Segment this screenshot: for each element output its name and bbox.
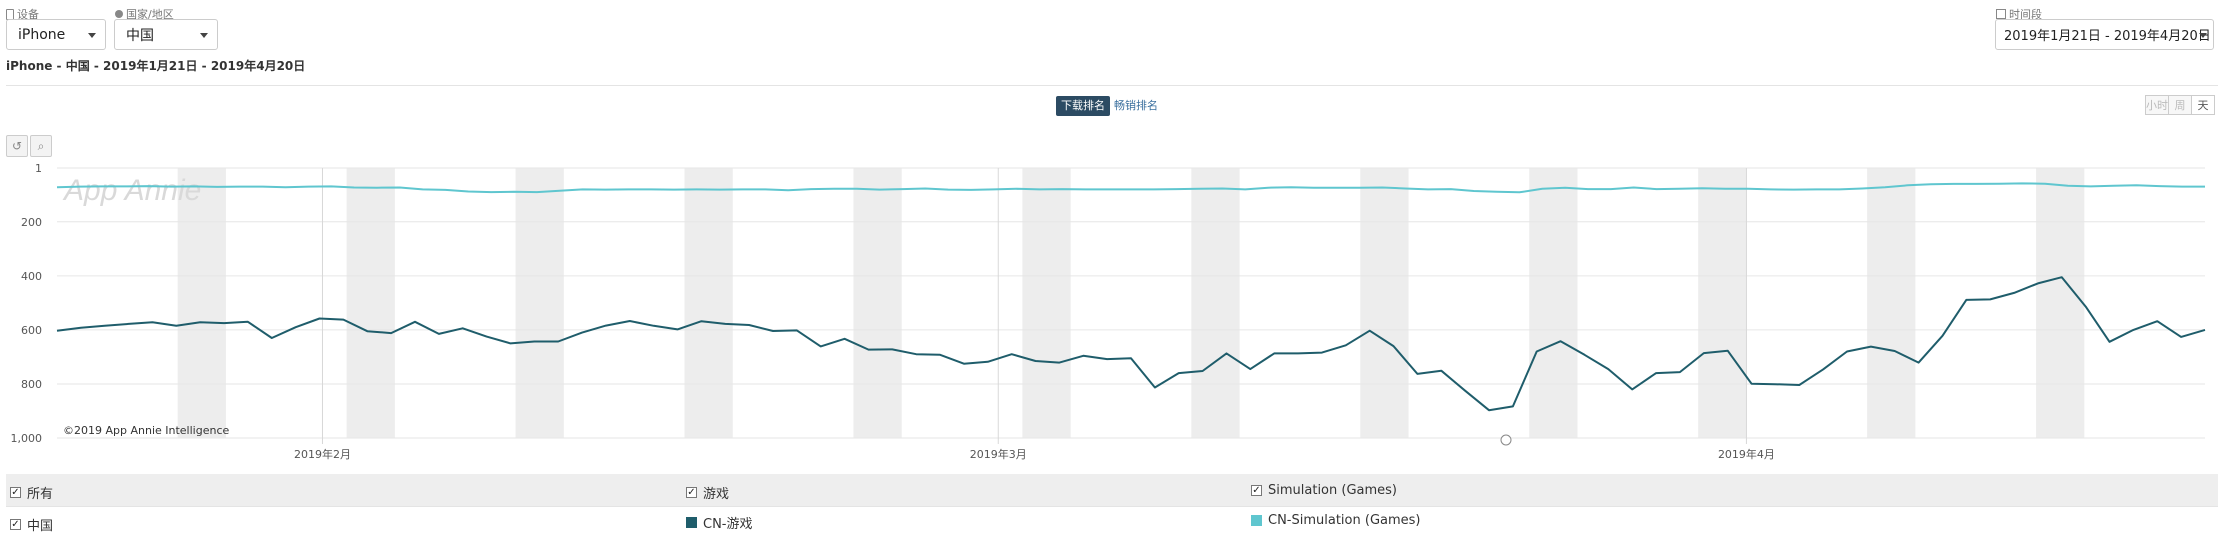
weekend-band bbox=[2036, 168, 2085, 438]
legend-games-label: 游戏 bbox=[703, 487, 730, 502]
zoom-icon: ⌕ bbox=[37, 138, 45, 153]
series-lines bbox=[56, 182, 2206, 412]
country-label-text: 国家/地区 bbox=[126, 8, 174, 21]
chevron-down-icon bbox=[88, 33, 96, 38]
calendar-icon bbox=[1996, 9, 2006, 19]
legend-all-label: 所有 bbox=[27, 487, 54, 502]
country-select[interactable]: 中国 bbox=[114, 19, 218, 50]
weekend-band bbox=[1529, 168, 1578, 438]
checkbox-all[interactable]: ✓ bbox=[10, 486, 21, 498]
legend-all[interactable]: ✓ 所有 bbox=[10, 483, 53, 502]
period-label: 时间段 bbox=[1996, 6, 2042, 22]
granularity-hour[interactable]: 小时 bbox=[2145, 95, 2169, 115]
phone-icon bbox=[6, 8, 14, 20]
weekend-bands bbox=[177, 168, 2085, 438]
granularity-week[interactable]: 周 bbox=[2168, 95, 2192, 115]
period-select[interactable]: 2019年1月21日 - 2019年4月20日 bbox=[1995, 19, 2214, 50]
weekend-band bbox=[1698, 168, 1747, 438]
device-label-text: 设备 bbox=[17, 8, 39, 21]
period-label-text: 时间段 bbox=[2009, 8, 2042, 21]
legend-country[interactable]: ✓ 中国 bbox=[10, 515, 53, 534]
weekend-band bbox=[684, 168, 733, 438]
x-axis: 2019年2月 2019年3月 2019年4月 bbox=[294, 447, 1775, 461]
series1-swatch bbox=[686, 517, 697, 528]
country-label: 国家/地区 bbox=[115, 6, 174, 22]
y-tick-label: 800 bbox=[21, 378, 42, 391]
legend-series2[interactable]: CN-Simulation (Games) bbox=[1251, 513, 1421, 528]
y-tick-label: 200 bbox=[21, 216, 42, 229]
period-select-value: 2019年1月21日 - 2019年4月20日 bbox=[2004, 29, 2211, 44]
legend-series2-label: CN-Simulation (Games) bbox=[1268, 513, 1421, 528]
y-axis: 1 200 400 600 800 1,000 bbox=[11, 162, 43, 445]
legend-simulation-label: Simulation (Games) bbox=[1268, 483, 1397, 498]
legend-data-row: ✓ 中国 CN-游戏 CN-Simulation (Games) bbox=[6, 506, 2218, 539]
legend-country-label: 中国 bbox=[27, 519, 54, 534]
navigator-handle[interactable] bbox=[1500, 434, 1512, 446]
globe-icon bbox=[115, 10, 123, 18]
weekend-band bbox=[853, 168, 902, 438]
device-select[interactable]: iPhone bbox=[6, 19, 106, 50]
legend-header-row: ✓ 所有 ✓ 游戏 ✓ Simulation (Games) bbox=[6, 474, 2218, 506]
y-tick-label: 600 bbox=[21, 324, 42, 337]
legend-series1[interactable]: CN-游戏 bbox=[686, 513, 753, 532]
x-tick-label: 2019年4月 bbox=[1718, 447, 1775, 461]
reset-button[interactable]: ↺ bbox=[6, 135, 28, 157]
watermark: App Annie bbox=[62, 174, 201, 207]
chevron-down-icon bbox=[200, 33, 208, 38]
x-tick-label: 2019年2月 bbox=[294, 447, 351, 461]
legend-games[interactable]: ✓ 游戏 bbox=[686, 483, 729, 502]
checkbox-games[interactable]: ✓ bbox=[686, 486, 697, 498]
y-tick-label: 400 bbox=[21, 270, 42, 283]
zoom-button[interactable]: ⌕ bbox=[30, 135, 52, 157]
page-subtitle: iPhone - 中国 - 2019年1月21日 - 2019年4月20日 bbox=[6, 59, 306, 73]
tab-grossing-rank[interactable]: 畅销排名 bbox=[1114, 99, 1158, 112]
reset-icon: ↺ bbox=[11, 139, 23, 153]
tab-download-rank[interactable]: 下载排名 bbox=[1056, 96, 1110, 116]
rank-chart: 1 200 400 600 800 1,000 2019年2月 2019年3月 2019年4月… bbox=[11, 162, 2206, 461]
series-line-1 bbox=[56, 276, 2206, 412]
x-tick-label: 2019年3月 bbox=[970, 447, 1027, 461]
copyright-text: ©2019 App Annie Intelligence bbox=[63, 424, 230, 437]
checkbox-simulation[interactable]: ✓ bbox=[1251, 484, 1262, 496]
chevron-down-icon bbox=[2199, 33, 2207, 38]
divider bbox=[6, 85, 2218, 86]
granularity-day[interactable]: 天 bbox=[2191, 95, 2215, 115]
weekend-band bbox=[1360, 168, 1409, 438]
series-line-2 bbox=[56, 182, 2205, 194]
device-select-value: iPhone bbox=[18, 26, 66, 43]
weekend-band bbox=[1191, 168, 1240, 438]
weekend-band bbox=[1867, 168, 1916, 438]
weekend-band bbox=[1022, 168, 1071, 438]
y-tick-label: 1 bbox=[35, 162, 42, 175]
weekend-band bbox=[515, 168, 564, 438]
y-tick-label: 1,000 bbox=[11, 432, 43, 445]
legend-series1-label: CN-游戏 bbox=[703, 517, 753, 532]
weekend-band bbox=[177, 168, 226, 438]
legend-simulation[interactable]: ✓ Simulation (Games) bbox=[1251, 483, 1397, 498]
weekend-band bbox=[346, 168, 395, 438]
country-select-value: 中国 bbox=[126, 27, 154, 44]
series2-swatch bbox=[1251, 515, 1262, 526]
checkbox-country[interactable]: ✓ bbox=[10, 518, 21, 530]
grid-lines bbox=[57, 167, 2205, 444]
